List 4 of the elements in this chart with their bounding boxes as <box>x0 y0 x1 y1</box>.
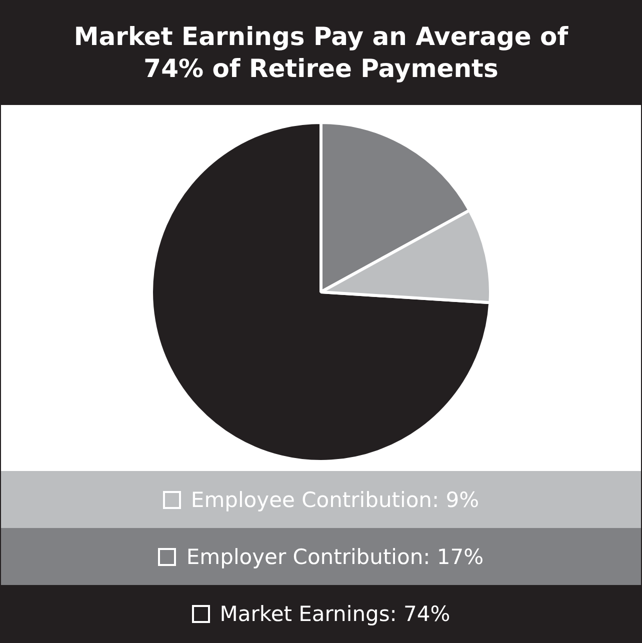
legend-label: Employer Contribution: 17% <box>186 544 484 568</box>
legend-label: Employee Contribution: 9% <box>190 488 480 512</box>
chart-title: Market Earnings Pay an Average of 74% of Retiree Payments <box>1 1 641 105</box>
legend-label: Market Earnings: 74% <box>220 602 450 626</box>
